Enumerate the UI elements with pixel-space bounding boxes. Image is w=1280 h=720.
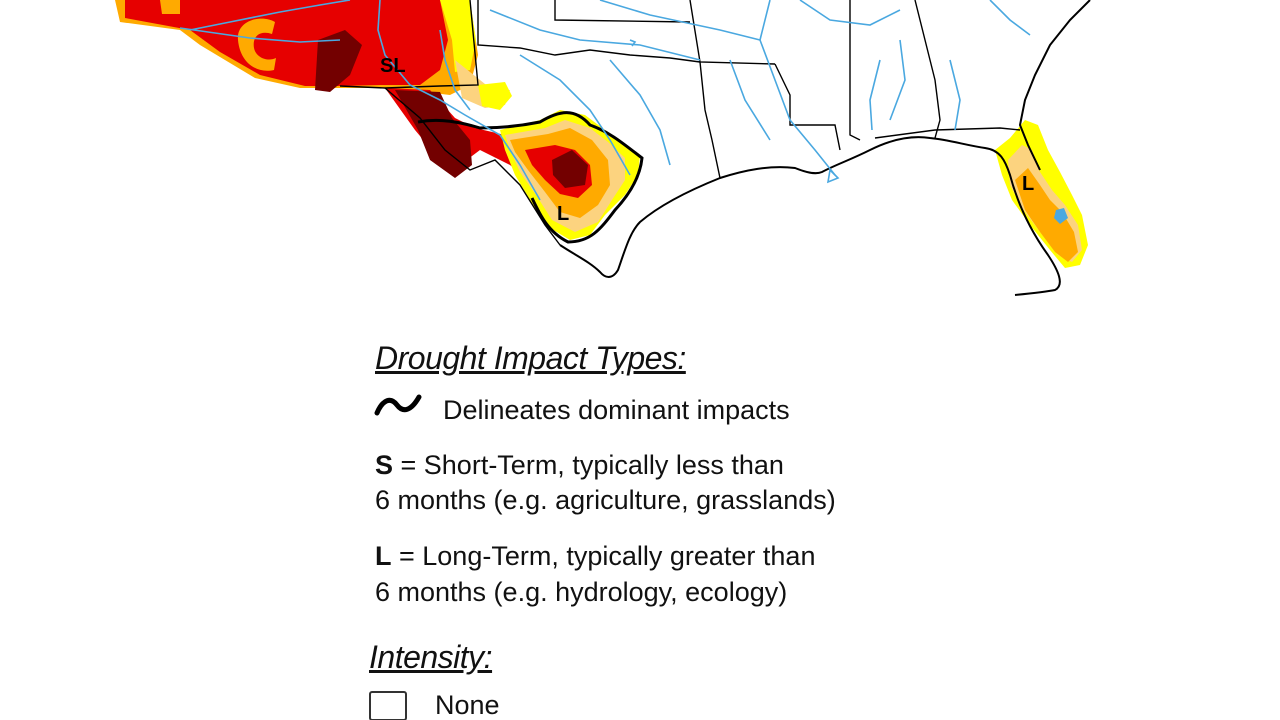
atlantic-coast xyxy=(1018,0,1091,171)
rio-grande xyxy=(377,0,541,201)
southwest-drought-region xyxy=(115,0,512,110)
tx-ok-border xyxy=(477,0,701,63)
map-label-southwest: SL xyxy=(380,55,406,77)
map-label-texas: L xyxy=(557,203,569,225)
tennessee-river xyxy=(799,0,901,26)
nm-tx-yellow-tail xyxy=(478,82,512,110)
long-term-line-2: 6 months (e.g. hydrology, ecology) xyxy=(375,577,788,607)
short-term-line-2: 6 months (e.g. agriculture, grasslands) xyxy=(375,485,836,515)
tombigbee-river xyxy=(869,59,881,131)
alabama-river xyxy=(889,39,906,121)
sw-exceptional-area xyxy=(315,30,362,92)
sw-severe-hook-1 xyxy=(237,18,276,71)
tx-impact-outline xyxy=(417,111,644,244)
long-term-desc: = Long-Term, typically greater than xyxy=(391,541,816,571)
al-ga-border xyxy=(914,0,941,139)
tn-border xyxy=(554,0,691,23)
map-label-florida: L xyxy=(1022,173,1034,195)
ohio-connector xyxy=(989,0,1031,36)
intensity-heading: Intensity: xyxy=(369,639,493,675)
tx-central-exceptional xyxy=(552,150,588,188)
ar-border xyxy=(689,0,776,65)
oklahoma-lake xyxy=(629,39,637,47)
intensity-none-swatch xyxy=(369,691,407,720)
mississippi-river xyxy=(759,0,836,176)
ms-al-border xyxy=(849,0,861,141)
la-ms-border xyxy=(774,63,841,151)
texas-drought-region xyxy=(385,88,644,244)
coastline xyxy=(559,136,1061,296)
short-term-desc: = Short-Term, typically less than xyxy=(393,450,784,480)
ga-fl-border xyxy=(874,127,1021,139)
gila-river xyxy=(179,27,341,43)
ouachita-river xyxy=(729,59,771,141)
rivers xyxy=(179,0,1031,201)
fl-severe xyxy=(1015,168,1078,262)
trinity-river xyxy=(609,59,671,166)
short-term-line-1: S = Short-Term, typically less than xyxy=(375,450,784,481)
sw-extreme-area xyxy=(125,0,448,86)
impact-types-heading: Drought Impact Types: xyxy=(375,340,686,376)
sw-edge-yellow xyxy=(440,0,476,72)
tx-la-border xyxy=(699,61,721,179)
pecos-river xyxy=(439,29,471,111)
brazos-river xyxy=(519,54,631,176)
impact-outline-symbol-icon xyxy=(374,394,422,416)
colorado-river-az xyxy=(189,0,351,31)
florida-drought-region xyxy=(995,120,1088,268)
drought-map: SL L L xyxy=(115,0,1091,296)
state-boundaries xyxy=(339,0,1091,296)
arkansas-river xyxy=(599,0,761,41)
ms-sound-lake xyxy=(826,168,840,184)
long-term-key: L xyxy=(375,541,392,571)
sw-severe-hook-2 xyxy=(160,0,180,14)
tx-west-exceptional xyxy=(395,90,472,178)
red-river xyxy=(489,9,701,61)
chattahoochee-river xyxy=(949,59,961,131)
nm-tx-border xyxy=(339,0,479,89)
intensity-none-label: None xyxy=(435,690,500,720)
tx-mexico-border xyxy=(384,87,561,246)
delineates-text: Delineates dominant impacts xyxy=(443,395,790,425)
long-term-line-1: L = Long-Term, typically greater than xyxy=(375,541,815,572)
fl-lake xyxy=(1054,208,1068,224)
short-term-key: S xyxy=(375,450,394,480)
